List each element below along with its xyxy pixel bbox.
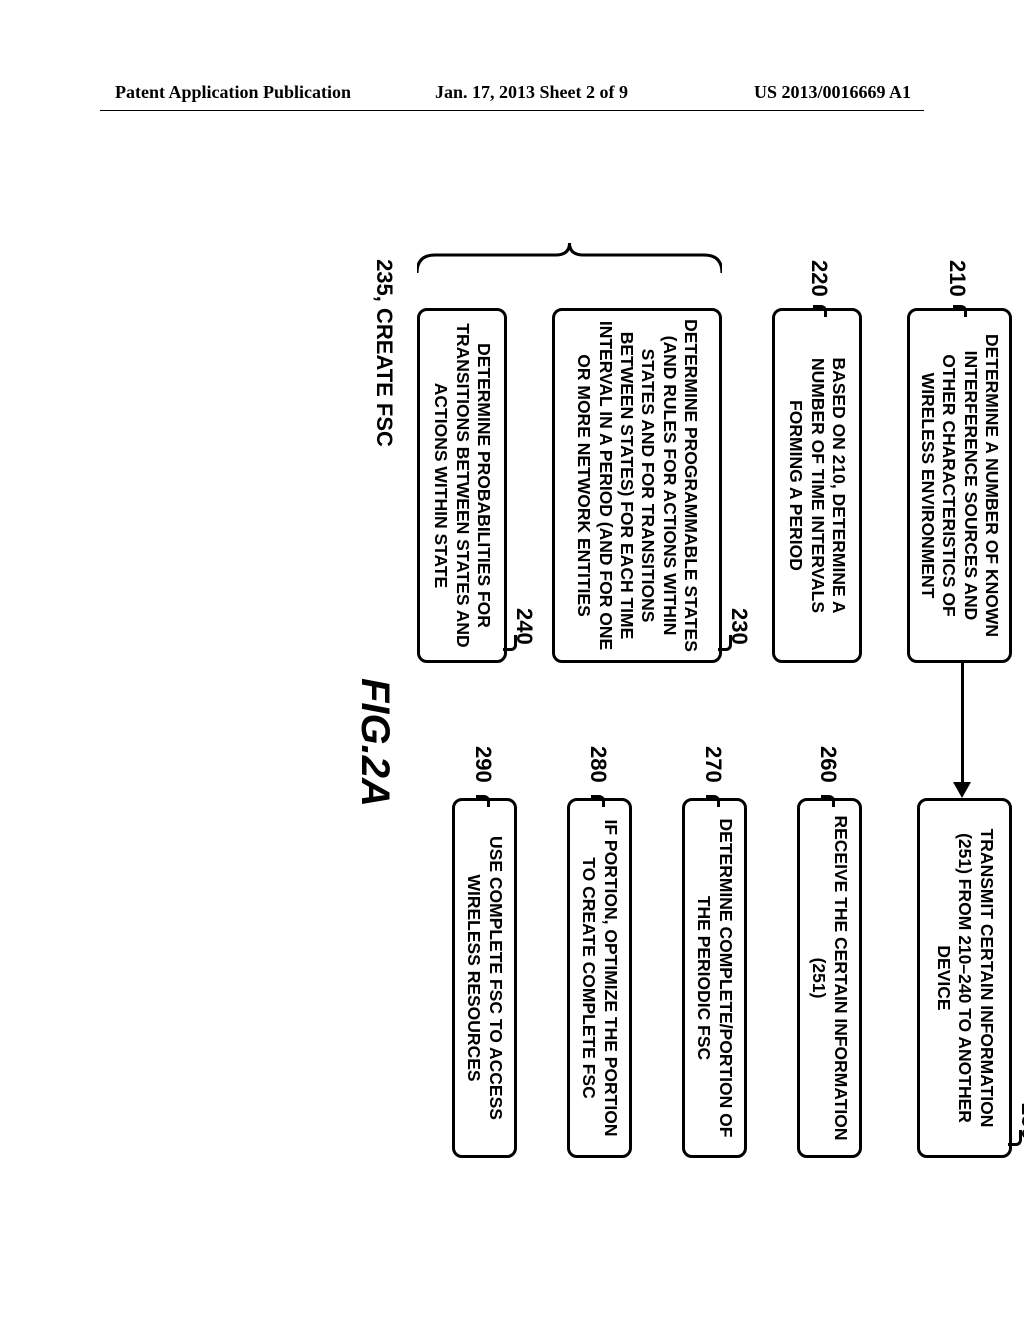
box-240-text: DETERMINE PROBABILITIES FOR TRANSITIONS …	[430, 319, 494, 652]
arrow-line	[961, 663, 964, 782]
header-rule	[100, 110, 924, 111]
diagram: DETERMINE A NUMBER OF KNOWN INTERFERENCE…	[2, 258, 1022, 1082]
box-290-text: USE COMPLETE FSC TO ACCESS WIRELESS RESO…	[463, 809, 506, 1147]
ref-260: 260	[816, 746, 842, 783]
box-260-text: RECEIVE THE CERTAIN INFORMATION (251)	[808, 809, 851, 1147]
box-250: TRANSMIT CERTAIN INFORMATION (251) FROM …	[917, 798, 1012, 1158]
box-230: DETERMINE PROGRAMMABLE STATES (AND RULES…	[552, 308, 722, 663]
box-280: IF PORTION, OPTIMIZE THE PORTION TO CREA…	[567, 798, 632, 1158]
brace-icon	[417, 243, 722, 283]
box-290: USE COMPLETE FSC TO ACCESS WIRELESS RESO…	[452, 798, 517, 1158]
box-210: DETERMINE A NUMBER OF KNOWN INTERFERENCE…	[907, 308, 1012, 663]
box-270-text: DETERMINE COMPLETE/PORTION OF THE PERIOD…	[693, 809, 736, 1147]
box-240: DETERMINE PROBABILITIES FOR TRANSITIONS …	[417, 308, 507, 663]
ref-290: 290	[471, 746, 497, 783]
box-230-text: DETERMINE PROGRAMMABLE STATES (AND RULES…	[573, 319, 701, 652]
box-260: RECEIVE THE CERTAIN INFORMATION (251)	[797, 798, 862, 1158]
header-left: Patent Application Publication	[115, 82, 351, 103]
ref-210: 210	[944, 260, 970, 297]
box-220-text: BASED ON 210, DETERMINE A NUMBER OF TIME…	[785, 319, 849, 652]
box-210-text: DETERMINE A NUMBER OF KNOWN INTERFERENCE…	[917, 319, 1002, 652]
box-270: DETERMINE COMPLETE/PORTION OF THE PERIOD…	[682, 798, 747, 1158]
header-mid: Jan. 17, 2013 Sheet 2 of 9	[435, 82, 628, 103]
arrow-head-icon	[953, 782, 971, 798]
ref-280: 280	[586, 746, 612, 783]
box-250-text: TRANSMIT CERTAIN INFORMATION (251) FROM …	[932, 809, 996, 1147]
ref-220: 220	[806, 260, 832, 297]
header-right: US 2013/0016669 A1	[754, 82, 911, 103]
brace-label: 235, CREATE FSC	[371, 243, 397, 463]
box-280-text: IF PORTION, OPTIMIZE THE PORTION TO CREA…	[578, 809, 621, 1147]
figure-label: FIG.2A	[352, 678, 397, 807]
ref-270: 270	[701, 746, 727, 783]
box-220: BASED ON 210, DETERMINE A NUMBER OF TIME…	[772, 308, 862, 663]
